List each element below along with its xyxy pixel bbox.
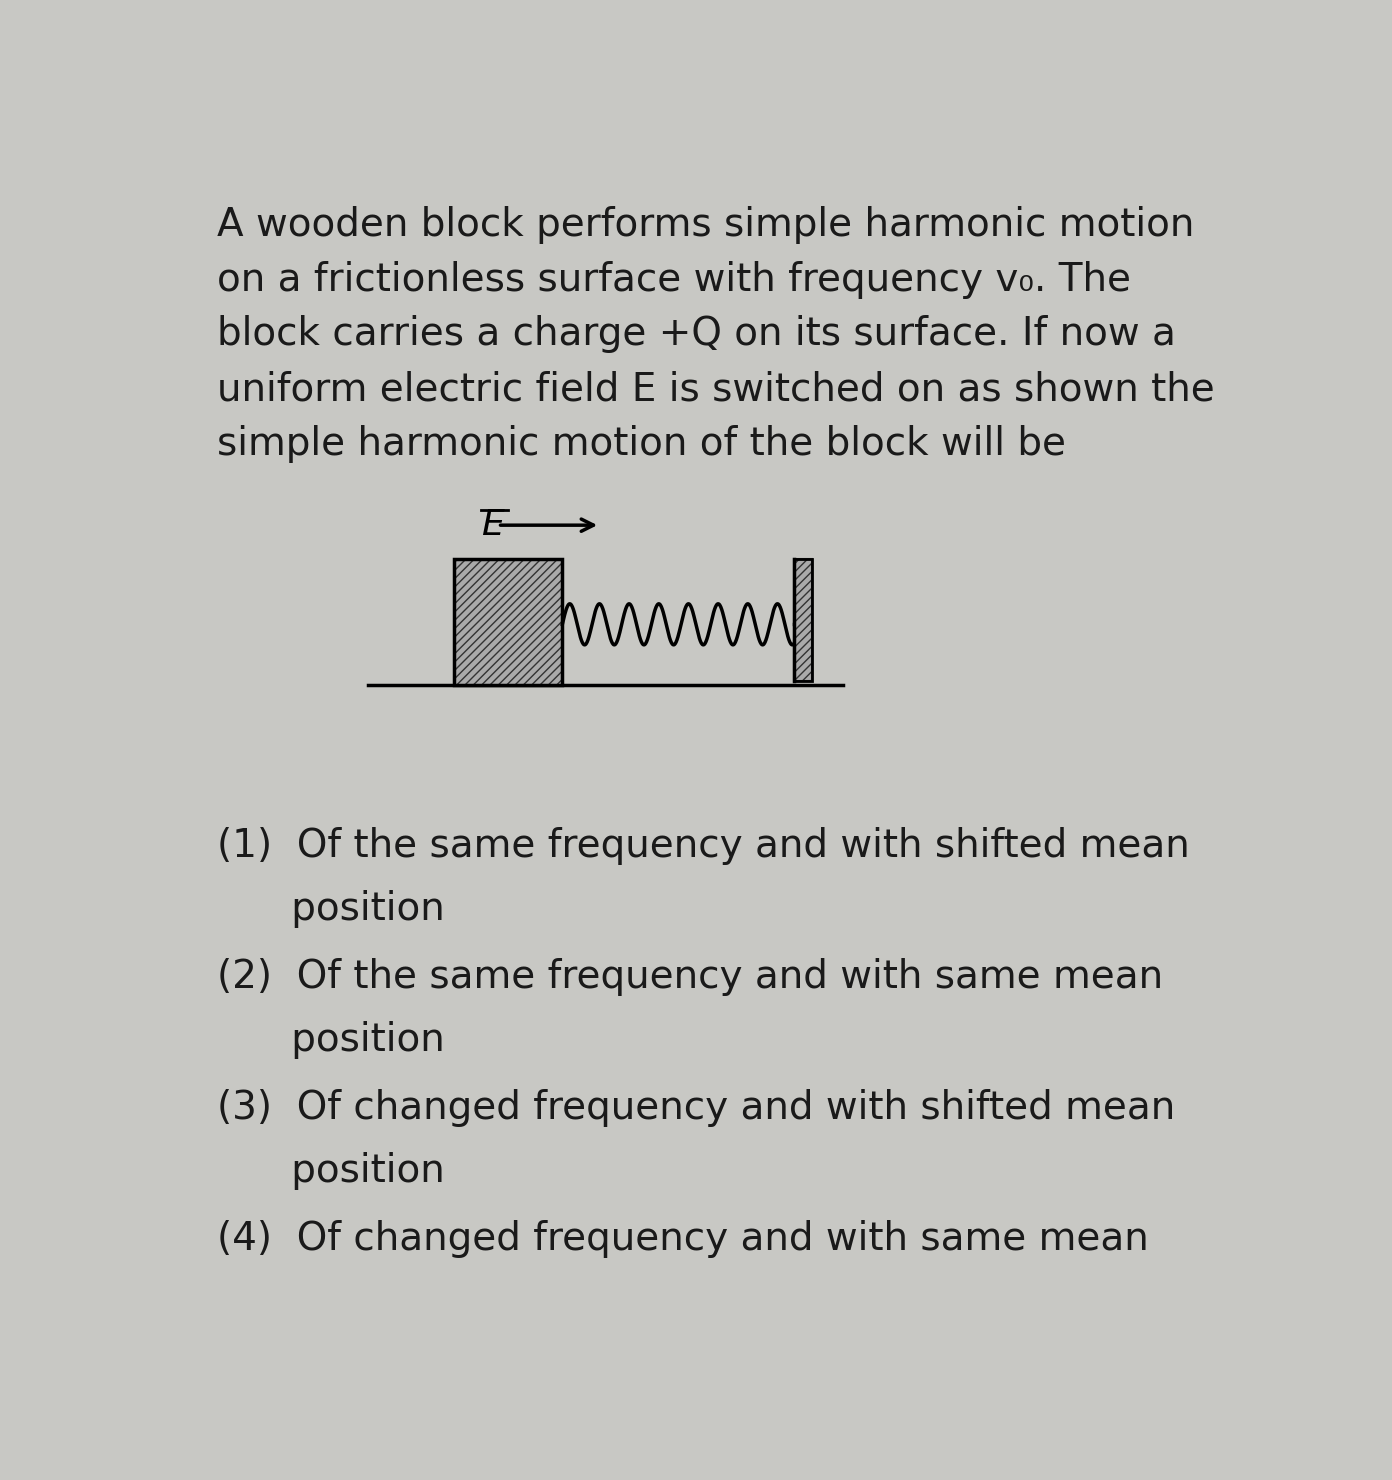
- Text: E: E: [482, 508, 504, 542]
- Text: (1)  Of the same frequency and with shifted mean: (1) Of the same frequency and with shift…: [217, 827, 1190, 866]
- Text: position: position: [217, 1151, 445, 1190]
- Text: position: position: [217, 889, 445, 928]
- Text: on a frictionless surface with frequency v₀. The: on a frictionless surface with frequency…: [217, 260, 1132, 299]
- Bar: [454, 559, 562, 685]
- Text: block carries a charge +Q on its surface. If now a: block carries a charge +Q on its surface…: [217, 315, 1176, 354]
- Text: simple harmonic motion of the block will be: simple harmonic motion of the block will…: [217, 425, 1066, 463]
- Text: (2)  Of the same frequency and with same mean: (2) Of the same frequency and with same …: [217, 958, 1164, 996]
- Text: position: position: [217, 1021, 445, 1058]
- Text: (4)  Of changed frequency and with same mean: (4) Of changed frequency and with same m…: [217, 1221, 1148, 1258]
- Text: A wooden block performs simple harmonic motion: A wooden block performs simple harmonic …: [217, 206, 1194, 244]
- Bar: [795, 559, 812, 681]
- Text: (3)  Of changed frequency and with shifted mean: (3) Of changed frequency and with shifte…: [217, 1089, 1175, 1128]
- Bar: [454, 559, 562, 685]
- Bar: [795, 559, 812, 681]
- Text: +Q: +Q: [493, 567, 547, 601]
- Text: uniform electric field E is switched on as shown the: uniform electric field E is switched on …: [217, 370, 1215, 408]
